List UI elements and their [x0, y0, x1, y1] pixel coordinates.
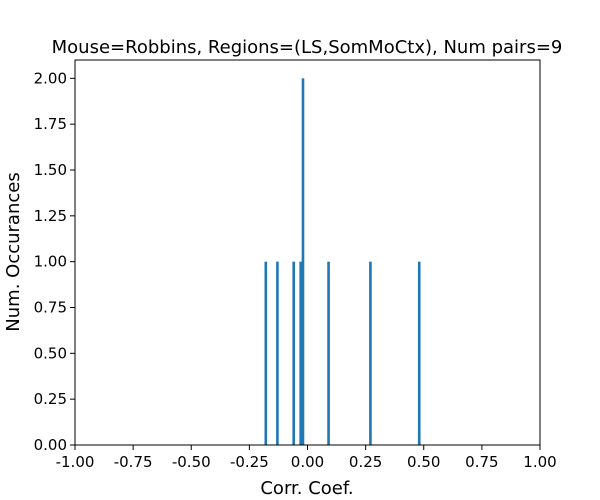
x-tick-label: 0.00: [291, 453, 324, 471]
histogram-bar-6: [369, 261, 372, 445]
x-tick-label: -0.75: [114, 453, 153, 471]
y-tick-label: 0.25: [34, 390, 67, 408]
y-axis-ticks: 0.00 0.25 0.50 0.75 1.00 1.25 1.50 1.75 2.00: [34, 69, 75, 454]
histogram-bar-7: [417, 261, 421, 445]
histogram-bar-3: [299, 261, 302, 445]
y-axis-label: Num. Occurances: [3, 172, 24, 331]
x-axis-ticks: -1.00 -0.75 -0.50 -0.25 0.00 0.25 0.50 0.75 1.00: [56, 445, 557, 471]
x-tick-label: 1.00: [523, 453, 556, 471]
x-tick-label: -0.50: [172, 453, 211, 471]
histogram-bar-0: [264, 261, 268, 445]
x-tick-label: -1.00: [56, 453, 95, 471]
x-tick-label: 0.25: [349, 453, 382, 471]
y-tick-label: 2.00: [34, 69, 67, 87]
bars-group: [264, 78, 421, 445]
x-tick-label: 0.75: [465, 453, 498, 471]
chart-title: Mouse=Robbins, Regions=(LS,SomMoCtx), Nu…: [52, 37, 563, 58]
y-tick-label: 1.75: [34, 115, 67, 133]
x-tick-label: -0.25: [230, 453, 269, 471]
y-tick-label: 1.50: [34, 161, 67, 179]
y-tick-label: 0.75: [34, 299, 67, 317]
histogram-bar-1: [276, 261, 279, 445]
x-tick-label: 0.50: [407, 453, 440, 471]
x-axis-label: Corr. Coef.: [260, 478, 353, 499]
histogram-bar-4: [301, 78, 305, 445]
y-tick-label: 0.50: [34, 344, 67, 362]
plot-frame: [74, 59, 541, 446]
histogram-bar-2: [292, 261, 295, 445]
y-tick-label: 1.25: [34, 207, 67, 225]
y-tick-label: 1.00: [34, 253, 67, 271]
y-tick-label: 0.00: [34, 436, 67, 454]
histogram-bar-5: [327, 261, 330, 445]
